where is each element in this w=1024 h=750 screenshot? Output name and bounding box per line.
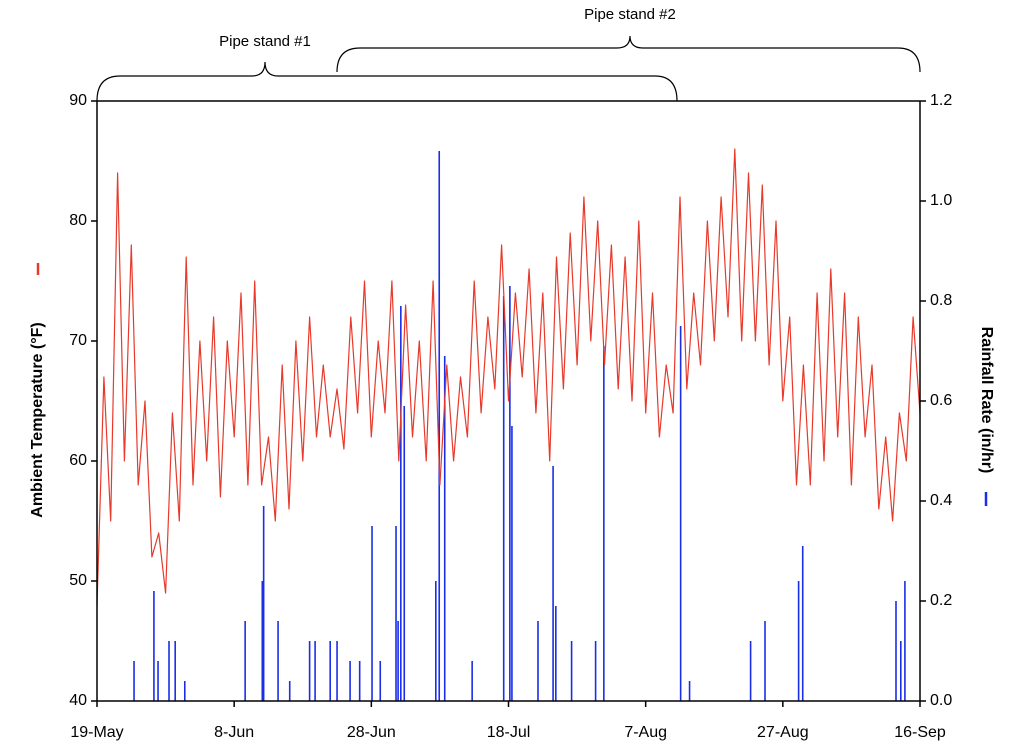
- rain-bar: [157, 661, 159, 701]
- rain-bar: [443, 356, 446, 701]
- rain-bar: [438, 151, 441, 701]
- y2-tick-label: 0.4: [930, 492, 952, 509]
- y-tick-label: 60: [69, 452, 87, 469]
- rain-bar: [555, 606, 557, 701]
- y-tick-label: 50: [69, 572, 87, 589]
- y2-tick-label: 0.6: [930, 392, 952, 409]
- bracket: [96, 61, 678, 102]
- rain-bar: [349, 661, 351, 701]
- rain-bar: [277, 621, 279, 701]
- rain-bar: [153, 591, 155, 701]
- rain-bar: [244, 621, 246, 701]
- rain-bar: [395, 526, 397, 701]
- rain-bar: [403, 406, 406, 701]
- y-tick-label: 70: [69, 332, 87, 349]
- temperature-line: [96, 148, 921, 606]
- rain-bar: [797, 581, 800, 701]
- rain-bar: [594, 641, 597, 701]
- x-tick-label: 27-Aug: [757, 724, 809, 741]
- rain-bar: [288, 681, 291, 701]
- annotation: Pipe stand #2: [584, 6, 676, 23]
- x-tick-label: 7-Aug: [624, 724, 667, 741]
- annotation-brackets: [96, 35, 921, 102]
- rain-bar: [358, 661, 361, 701]
- rain-bar: [899, 641, 902, 701]
- rain-bar: [183, 681, 186, 701]
- x-tick-label: 16-Sep: [894, 724, 946, 741]
- rain-bar: [371, 526, 373, 701]
- rain-bar: [509, 286, 511, 701]
- x-tick-label: 28-Jun: [347, 724, 396, 741]
- rain-bar: [168, 641, 170, 701]
- rain-bar: [603, 346, 605, 701]
- rain-bar: [262, 506, 265, 701]
- rain-bar: [749, 641, 752, 701]
- y2-tick-label: 0.2: [930, 592, 952, 609]
- rain-bar: [174, 641, 176, 701]
- rain-bar: [133, 661, 135, 701]
- rain-bar: [764, 621, 766, 701]
- y2-tick-label: 0.8: [930, 292, 952, 309]
- y2-tick-label: 1.0: [930, 192, 952, 209]
- y2-tick-label: 1.2: [930, 92, 952, 109]
- x-tick-label: 18-Jul: [487, 724, 531, 741]
- rain-bar: [904, 581, 906, 701]
- rain-bar: [397, 621, 399, 701]
- y-tick-label: 80: [69, 212, 87, 229]
- rain-bar: [435, 581, 437, 701]
- rain-bar: [537, 621, 539, 701]
- rain-bar: [329, 641, 331, 701]
- rain-bar: [336, 641, 338, 701]
- rain-bar: [379, 661, 382, 701]
- y-axis-label: Ambient Temperature (°F): [29, 322, 46, 517]
- rain-bar: [801, 546, 804, 701]
- rain-bar: [471, 661, 473, 701]
- y-tick-label: 90: [69, 92, 87, 109]
- rain-bar: [400, 306, 402, 701]
- y2-tick-label: 0.0: [930, 692, 952, 709]
- x-tick-label: 8-Jun: [214, 724, 254, 741]
- rain-bar: [895, 601, 897, 701]
- y-tick-label: 40: [69, 692, 87, 709]
- rain-bar: [688, 681, 691, 701]
- rain-bar: [552, 466, 554, 701]
- y2-axis-label: Rainfall Rate (in/hr): [978, 327, 995, 474]
- rain-bar: [570, 641, 573, 701]
- rain-bar: [308, 641, 311, 701]
- x-tick-label: 19-May: [70, 724, 123, 741]
- rain-bar: [511, 426, 513, 701]
- annotation: Pipe stand #1: [219, 33, 311, 50]
- rain-bar: [314, 641, 316, 701]
- rain-bar: [679, 326, 682, 701]
- rain-bar: [502, 296, 505, 701]
- bracket: [336, 35, 921, 73]
- rain-bar: [261, 581, 264, 701]
